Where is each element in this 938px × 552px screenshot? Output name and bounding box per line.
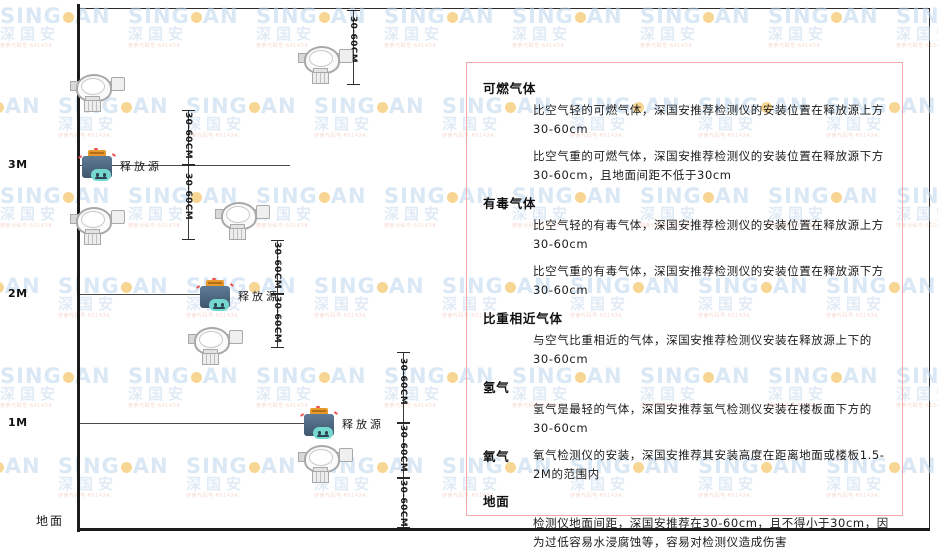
panel-paragraph: 氢气是最轻的气体，深国安推荐氢气检测仪安装在楼板面下方的30-60cm: [533, 402, 872, 435]
panel-heading-flammable-gas: 可燃气体: [483, 81, 537, 96]
panel-heading-hydrogen: 氢气: [483, 380, 510, 395]
panel-paragraph: 氧气检测仪的安装，深国安推荐其安装高度在距离地面或楼板1.5-2M的范围内: [533, 448, 885, 481]
panel-paragraph: 比空气轻的有毒气体，深国安推荐检测仪的安装位置在释放源上方30-60cm: [533, 218, 884, 251]
panel-heading-ground: 地面: [483, 494, 510, 509]
level-line-2m: [80, 294, 200, 295]
ground-label: 地面: [36, 514, 65, 528]
level-label-1m: 1M: [8, 416, 28, 429]
ground-axis: [78, 528, 930, 531]
panel-heading: 氧气: [483, 449, 510, 464]
level-label-3m: 3M: [8, 158, 28, 171]
guidance-panel: 可燃气体比空气轻的可燃气体，深国安推荐检测仪的安装位置在释放源上方30-60cm…: [466, 62, 903, 549]
release-source-label: 释放源: [120, 160, 162, 173]
dimension-label: 30-60CM: [398, 480, 408, 528]
dimension-label: 30-60CM: [398, 425, 408, 473]
release-source-label: 释放源: [342, 418, 384, 431]
vertical-axis: [77, 4, 80, 532]
dimension-label: 30-60CM: [398, 358, 408, 406]
dimension-label: 30-60CM: [272, 242, 282, 290]
panel-paragraph: 比空气重的有毒气体，深国安推荐检测仪的安装位置在释放源下方30-60cm: [533, 264, 884, 297]
level-label-2m: 2M: [8, 287, 28, 300]
panel-heading-similar-density-gas: 比重相近气体: [483, 311, 563, 326]
dimension-label: 30-60CM: [183, 173, 193, 221]
panel-paragraph: 检测仪地面间距，深国安推荐在30-60cm，且不得小于30cm，因为过低容易水浸…: [533, 516, 889, 549]
dimension-label: 30-60CM: [183, 112, 193, 160]
panel-heading-toxic-gas: 有毒气体: [483, 196, 537, 211]
panel-paragraph: 与空气比重相近的气体，深国安推荐检测仪安装在释放源上下的30-60cm: [533, 333, 872, 366]
panel-paragraph: 比空气轻的可燃气体，深国安推荐检测仪的安装位置在释放源上方30-60cm: [533, 103, 884, 136]
panel-section-oxygen: 氧气 氧气检测仪的安装，深国安推荐其安装高度在距离地面或楼板1.5-2M的范围内: [483, 446, 890, 484]
panel-paragraph: 比空气重的可燃气体，深国安推荐检测仪的安装位置在释放源下方30-60cm，且地面…: [533, 149, 884, 182]
level-line-1m: [80, 423, 305, 424]
release-source-label: 释放源: [238, 290, 280, 303]
